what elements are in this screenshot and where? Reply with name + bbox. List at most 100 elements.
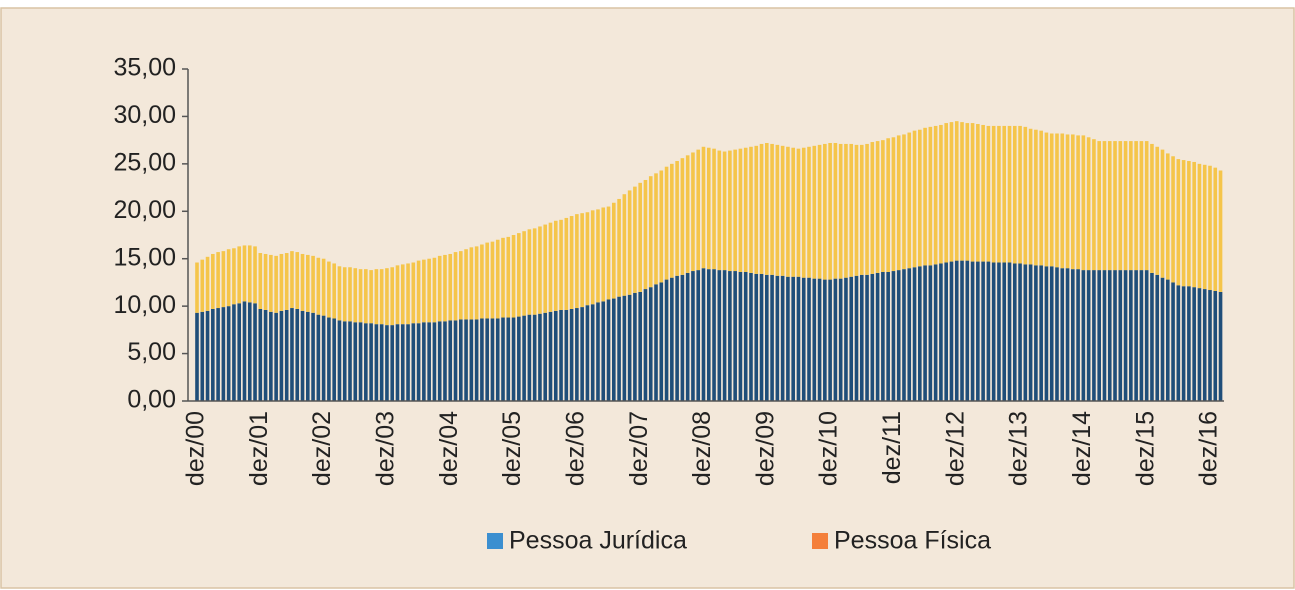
bar-segment <box>981 124 985 262</box>
bar-segment <box>1155 146 1160 275</box>
x-tick-label: dez/10 <box>815 411 843 486</box>
bar-segment <box>443 321 447 401</box>
bar-segment <box>590 210 595 305</box>
bar-segment <box>369 323 373 401</box>
bar-segment <box>1081 135 1086 271</box>
bar-segment <box>786 146 790 277</box>
bar-segment <box>648 176 653 288</box>
bar-segment <box>838 143 843 279</box>
bar-segment <box>385 268 389 326</box>
bar-segment <box>422 322 426 401</box>
bar-segment <box>342 321 347 401</box>
bar-segment <box>1012 263 1017 401</box>
bar-segment <box>532 314 537 401</box>
bar-segment <box>659 170 664 283</box>
bar-segment <box>1150 272 1154 401</box>
bar-segment <box>532 228 537 315</box>
bar-segment <box>543 312 548 401</box>
x-tick-label: dez/08 <box>688 411 716 486</box>
x-tick-label: dez/09 <box>751 411 779 486</box>
bar-segment <box>258 308 263 401</box>
bar-segment <box>1039 265 1043 401</box>
bar-segment <box>1134 141 1138 271</box>
bar-segment <box>902 134 906 270</box>
bar-segment <box>638 182 642 292</box>
y-tick-label: 20,00 <box>113 196 176 224</box>
bar-segment <box>754 273 759 401</box>
bar-segment <box>733 149 737 272</box>
bar-segment <box>295 252 300 309</box>
bar-segment <box>1018 125 1022 264</box>
bar-segment <box>680 274 685 401</box>
bar-segment <box>743 147 748 272</box>
bar-segment <box>437 321 442 401</box>
bar-segment <box>896 270 901 401</box>
y-tick-label: 5,00 <box>127 338 176 366</box>
x-tick-label: dez/11 <box>878 411 906 484</box>
bar-segment <box>580 213 584 308</box>
bar-segment <box>1202 164 1207 290</box>
bar-segment <box>749 272 753 401</box>
bar-segment <box>939 124 943 264</box>
bar-segment <box>1181 286 1186 401</box>
bar-segment <box>216 308 220 401</box>
bar-segment <box>722 270 727 401</box>
bar-segment <box>559 309 563 401</box>
bar-segment <box>601 301 606 401</box>
bar-segment <box>1134 270 1138 401</box>
bar-segment <box>1081 270 1086 401</box>
bar-segment <box>226 249 231 307</box>
bar-segment <box>765 142 769 275</box>
bar-segment <box>195 262 199 313</box>
bar-segment <box>712 269 716 401</box>
bar-segment <box>923 127 927 266</box>
bar-segment <box>1208 165 1212 291</box>
bar-segment <box>675 161 679 276</box>
bar-segment <box>670 277 674 401</box>
bar-segment <box>928 126 933 266</box>
bar-segment <box>1002 125 1007 263</box>
x-tick-label: dez/12 <box>941 411 969 486</box>
bar-segment <box>506 236 511 318</box>
x-tick-label: dez/15 <box>1131 411 1159 486</box>
bar-segment <box>954 260 959 401</box>
bar-segment <box>263 309 268 401</box>
x-tick-label: dez/07 <box>625 411 653 486</box>
bar-segment <box>1187 161 1191 287</box>
bar-segment <box>812 145 817 279</box>
bar-segment <box>1049 266 1054 401</box>
bar-segment <box>564 217 569 310</box>
bar-segment <box>965 260 970 401</box>
bar-segment <box>1092 270 1096 401</box>
bar-segment <box>1129 141 1133 271</box>
x-tick-label: dez/01 <box>245 411 273 486</box>
bar-segment <box>205 256 210 311</box>
bar-segment <box>965 123 970 261</box>
bar-segment <box>738 271 743 401</box>
bar-segment <box>881 271 885 401</box>
bar-segment <box>480 244 484 319</box>
bar-segment <box>1160 277 1165 401</box>
bar-segment <box>575 214 579 309</box>
bar-segment <box>395 324 400 401</box>
bar-segment <box>643 179 648 290</box>
bar-segment <box>569 308 574 401</box>
bar-segment <box>1118 141 1123 271</box>
bar-segment <box>1218 291 1223 401</box>
bar-segment <box>337 266 342 321</box>
bar-segment <box>1102 270 1107 401</box>
bar-segment <box>548 222 553 312</box>
bar-segment <box>1065 268 1070 401</box>
bar-segment <box>612 202 616 299</box>
bar-segment <box>706 269 711 401</box>
bar-segment <box>237 303 242 401</box>
bar-segment <box>1086 137 1091 271</box>
bar-segment <box>369 270 373 324</box>
bar-segment <box>522 231 526 316</box>
bar-segment <box>765 274 769 401</box>
bar-segment <box>448 253 453 321</box>
bar-segment <box>854 275 859 401</box>
bar-segment <box>327 261 331 318</box>
bar-segment <box>1202 289 1207 401</box>
